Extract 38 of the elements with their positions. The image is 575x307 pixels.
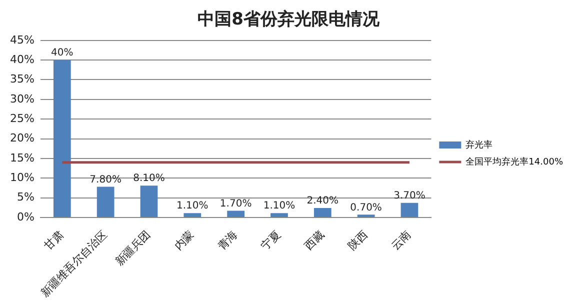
y-tick-label: 35%	[10, 72, 34, 86]
y-tick-label: 25%	[10, 112, 34, 125]
data-label: 0.70%	[350, 202, 382, 214]
bar	[53, 60, 71, 217]
bar	[400, 202, 418, 217]
x-tick-label: 云南	[388, 228, 414, 253]
data-label: 2.40%	[306, 196, 339, 207]
x-tick-label: 青海	[215, 228, 240, 253]
data-label: 7.80%	[90, 174, 122, 186]
y-tick-label: 0%	[16, 210, 34, 224]
data-label: 1.10%	[176, 200, 208, 212]
y-tick-label: 40%	[10, 52, 34, 66]
bar	[184, 213, 202, 217]
data-label: 1.10%	[263, 200, 296, 212]
bar	[227, 210, 244, 217]
bar	[314, 208, 332, 217]
x-tick-label: 宁夏	[258, 228, 284, 253]
legend-label: 全国平均弃光率14.00%	[466, 156, 564, 168]
y-tick-label: 10%	[10, 170, 34, 184]
data-label: 3.70%	[394, 190, 426, 202]
x-tick-label: 内蒙	[172, 228, 197, 253]
chart-title: 中国8省份弃光限电情况	[198, 8, 380, 30]
x-tick-label: 甘肃	[42, 228, 66, 253]
bar	[96, 186, 114, 217]
x-tick-label: 西藏	[302, 228, 327, 253]
y-tick-label: 15%	[10, 151, 34, 164]
legend-label: 弃光率	[466, 139, 493, 150]
y-tick-label: 20%	[10, 132, 34, 145]
x-tick-label: 新疆兵团	[112, 228, 154, 268]
x-tick-label: 陕西	[345, 228, 370, 253]
data-label: 1.70%	[220, 198, 252, 210]
bar	[140, 186, 158, 217]
data-label: 40%	[51, 48, 74, 59]
y-tick-label: 45%	[10, 33, 34, 46]
y-tick-label: 5%	[16, 190, 34, 204]
y-tick-label: 30%	[10, 92, 34, 106]
bar	[270, 213, 288, 217]
data-label: 8.10%	[133, 173, 165, 184]
